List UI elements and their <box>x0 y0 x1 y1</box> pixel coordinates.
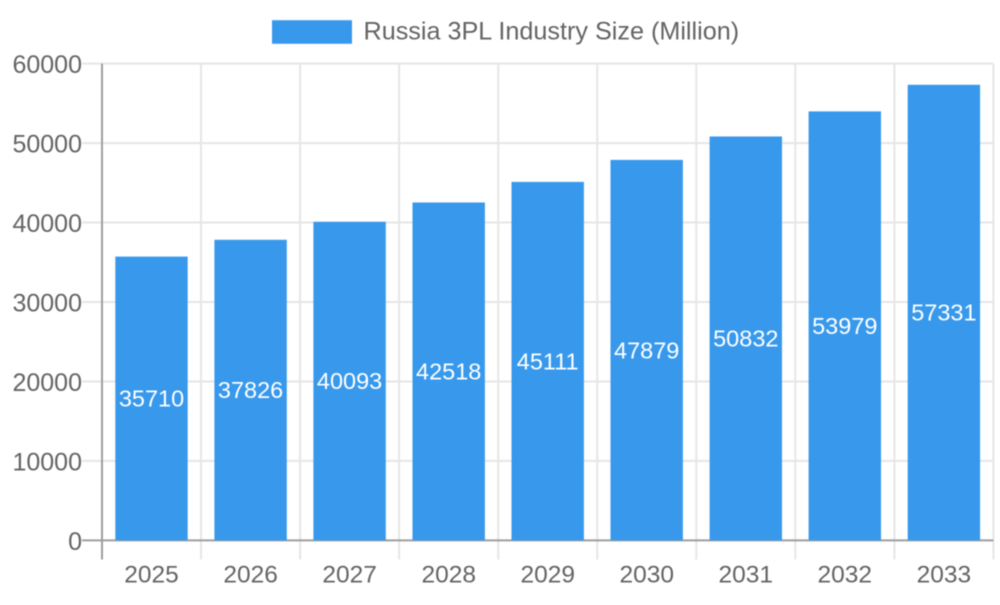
svg-text:2033: 2033 <box>917 562 972 589</box>
svg-text:37826: 37826 <box>218 377 283 403</box>
svg-text:2029: 2029 <box>520 562 575 589</box>
svg-text:20000: 20000 <box>12 369 82 397</box>
svg-text:2032: 2032 <box>818 562 873 589</box>
svg-text:2025: 2025 <box>124 562 179 589</box>
svg-text:42518: 42518 <box>416 359 481 385</box>
svg-text:2026: 2026 <box>223 562 278 589</box>
svg-text:60000: 60000 <box>12 51 82 79</box>
svg-text:2031: 2031 <box>719 562 774 589</box>
svg-text:2027: 2027 <box>322 562 377 589</box>
svg-text:Russia 3PL Industry Size (Mill: Russia 3PL Industry Size (Million) <box>364 17 740 45</box>
svg-text:2030: 2030 <box>619 562 674 589</box>
svg-text:45111: 45111 <box>517 348 579 374</box>
svg-text:40000: 40000 <box>12 210 82 238</box>
svg-text:40093: 40093 <box>317 368 382 394</box>
svg-text:10000: 10000 <box>12 448 82 476</box>
svg-text:47879: 47879 <box>614 337 679 363</box>
svg-text:0: 0 <box>68 528 82 556</box>
svg-text:2028: 2028 <box>421 562 476 589</box>
svg-text:57331: 57331 <box>911 300 976 326</box>
svg-text:30000: 30000 <box>12 289 82 317</box>
svg-text:35710: 35710 <box>119 386 184 412</box>
svg-text:50000: 50000 <box>12 131 82 159</box>
svg-text:53979: 53979 <box>812 313 877 339</box>
svg-text:50832: 50832 <box>713 326 778 352</box>
